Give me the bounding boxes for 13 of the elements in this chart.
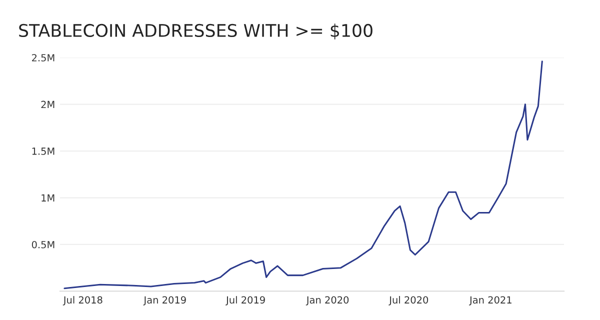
x-tick-label: Jan 2021 — [469, 296, 512, 306]
x-tick-label: Jan 2019 — [143, 296, 186, 306]
x-tick-label: Jul 2020 — [388, 296, 428, 306]
x-tick-label: Jul 2019 — [226, 296, 265, 306]
x-tick-label: Jul 2018 — [62, 296, 102, 306]
chart-title: STABLECOIN ADDRESSES WITH >= $100 — [19, 24, 372, 40]
x-tick-label: Jan 2020 — [306, 296, 349, 306]
y-tick-label: 1.5M — [32, 148, 54, 155]
y-tick-label: 0.5M — [32, 240, 54, 248]
y-tick-label: 2.5M — [32, 54, 54, 62]
y-tick-label: 2M — [41, 100, 54, 108]
line-series — [64, 60, 543, 290]
y-tick-label: 1M — [42, 194, 54, 202]
